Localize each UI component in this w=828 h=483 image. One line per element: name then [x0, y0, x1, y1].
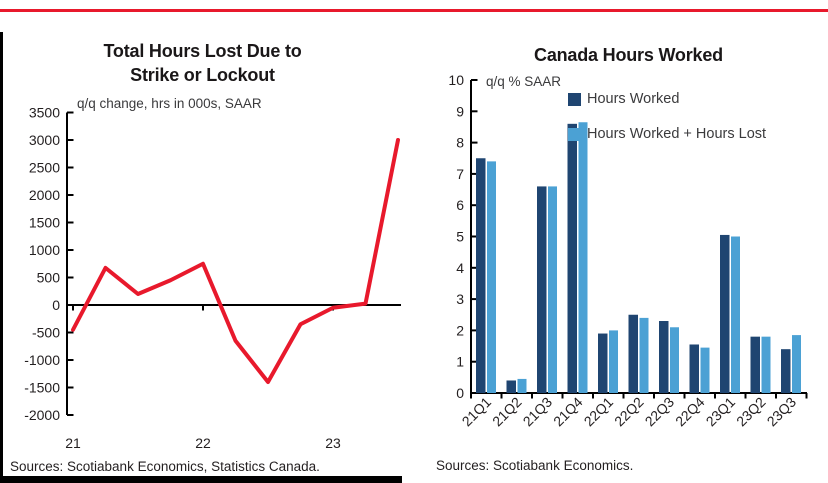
svg-text:10: 10: [448, 72, 464, 88]
svg-text:1: 1: [456, 354, 464, 370]
bar-hours-worked: [537, 186, 547, 393]
svg-text:21: 21: [65, 435, 81, 451]
legend-swatch-hours-worked: [568, 92, 581, 106]
bar-hours-worked-plus-lost: [548, 186, 557, 393]
legend-item-hours-worked-plus-lost: Hours Worked + Hours Lost: [568, 126, 766, 142]
svg-text:2: 2: [456, 322, 464, 338]
left-chart-title-line2: Strike or Lockout: [130, 65, 275, 85]
left-chart-panel: Total Hours Lost Due to Strike or Lockou…: [0, 32, 402, 483]
svg-text:500: 500: [37, 270, 61, 286]
bar-hours-worked: [628, 314, 638, 393]
right-chart-panel: Canada Hours Worked q/q % SAAR 10 9 8 7 6 5 4 3…: [429, 34, 828, 483]
svg-text:-2000: -2000: [24, 407, 60, 423]
right-chart-subtitle: q/q % SAAR: [486, 74, 562, 89]
bar-hours-worked: [506, 380, 516, 393]
svg-text:6: 6: [456, 197, 464, 213]
right-chart-source: Sources: Scotiabank Economics.: [436, 458, 634, 473]
legend-label-hours-worked: Hours Worked: [587, 91, 680, 107]
legend-item-hours-worked: Hours Worked: [568, 91, 766, 107]
bar-hours-worked-plus-lost: [609, 330, 618, 393]
bar-hours-worked: [476, 158, 486, 393]
bar-hours-worked: [567, 123, 577, 393]
bar-hours-worked-plus-lost: [731, 236, 740, 393]
svg-text:1000: 1000: [29, 242, 60, 258]
svg-text:23Q1: 23Q1: [703, 394, 739, 430]
bar-hours-worked-plus-lost: [761, 336, 771, 393]
svg-text:2500: 2500: [29, 160, 60, 176]
svg-text:22Q1: 22Q1: [581, 394, 617, 430]
bar-hours-worked-plus-lost: [670, 327, 679, 393]
svg-text:9: 9: [456, 103, 464, 119]
bar-hours-worked-plus-lost: [578, 122, 588, 393]
bar-hours-worked: [598, 333, 608, 393]
svg-text:3500: 3500: [29, 105, 60, 121]
line-chart-canvas: 3500 3000 2500 2000 1500 1000 500 0 -500 -1000 -15…: [24, 105, 401, 451]
bar-hours-worked-plus-lost: [517, 378, 527, 393]
left-chart-title-line1: Total Hours Lost Due to: [103, 41, 302, 61]
bar-hours-worked-plus-lost: [700, 347, 710, 393]
svg-text:23Q3: 23Q3: [764, 394, 800, 430]
bar-hours-worked-plus-lost: [792, 335, 801, 393]
bar-hours-worked: [750, 336, 760, 393]
top-accent-line: [0, 9, 828, 12]
bar-hours-worked-plus-lost: [487, 161, 496, 393]
svg-text:0: 0: [456, 385, 464, 401]
svg-text:2000: 2000: [29, 187, 60, 203]
svg-text:22Q4: 22Q4: [672, 394, 708, 430]
line-chart-axes: 3500 3000 2500 2000 1500 1000 500 0 -500 -1000 -15…: [24, 105, 401, 451]
svg-text:-1500: -1500: [24, 380, 60, 396]
bar-hours-worked-plus-lost: [639, 317, 649, 393]
svg-text:-500: -500: [32, 325, 60, 341]
hours-lost-line-series: [71, 138, 400, 384]
bar-hours-worked: [720, 234, 730, 393]
svg-text:-1000: -1000: [24, 352, 60, 368]
legend-swatch-hours-worked-plus-lost: [568, 127, 581, 141]
svg-text:21Q2: 21Q2: [489, 394, 525, 430]
svg-text:3000: 3000: [29, 132, 60, 148]
svg-text:21Q3: 21Q3: [520, 394, 556, 430]
svg-text:4: 4: [456, 260, 464, 276]
svg-text:3: 3: [456, 291, 464, 307]
legend-label-hours-worked-plus-lost: Hours Worked + Hours Lost: [587, 126, 767, 142]
left-chart-subtitle: q/q change, hrs in 000s, SAAR: [77, 96, 262, 111]
bar-hours-worked: [689, 344, 699, 393]
bar-hours-worked: [781, 349, 791, 393]
left-chart-source: Sources: Scotiabank Economics, Statistic…: [10, 459, 320, 474]
svg-text:23Q2: 23Q2: [733, 394, 769, 430]
bar-hours-worked: [659, 321, 669, 393]
svg-text:1500: 1500: [29, 215, 60, 231]
right-chart-title: Canada Hours Worked: [534, 45, 723, 65]
svg-text:22Q3: 22Q3: [642, 394, 678, 430]
svg-text:22Q2: 22Q2: [611, 394, 647, 430]
svg-text:7: 7: [456, 166, 464, 182]
bar-chart-legend: Hours Worked Hours Worked + Hours Lost: [568, 91, 766, 142]
svg-text:23: 23: [325, 435, 341, 451]
bar-chart-canvas: 10987654321021Q121Q221Q321Q422Q122Q222Q3…: [448, 72, 808, 430]
svg-text:22: 22: [195, 435, 211, 451]
svg-text:5: 5: [456, 229, 464, 245]
bar-series: [476, 122, 801, 393]
svg-text:0: 0: [52, 297, 60, 313]
svg-text:21Q4: 21Q4: [550, 394, 586, 430]
left-chart-title: Total Hours Lost Due to Strike or Lockou…: [3, 39, 402, 87]
svg-text:8: 8: [456, 135, 464, 151]
